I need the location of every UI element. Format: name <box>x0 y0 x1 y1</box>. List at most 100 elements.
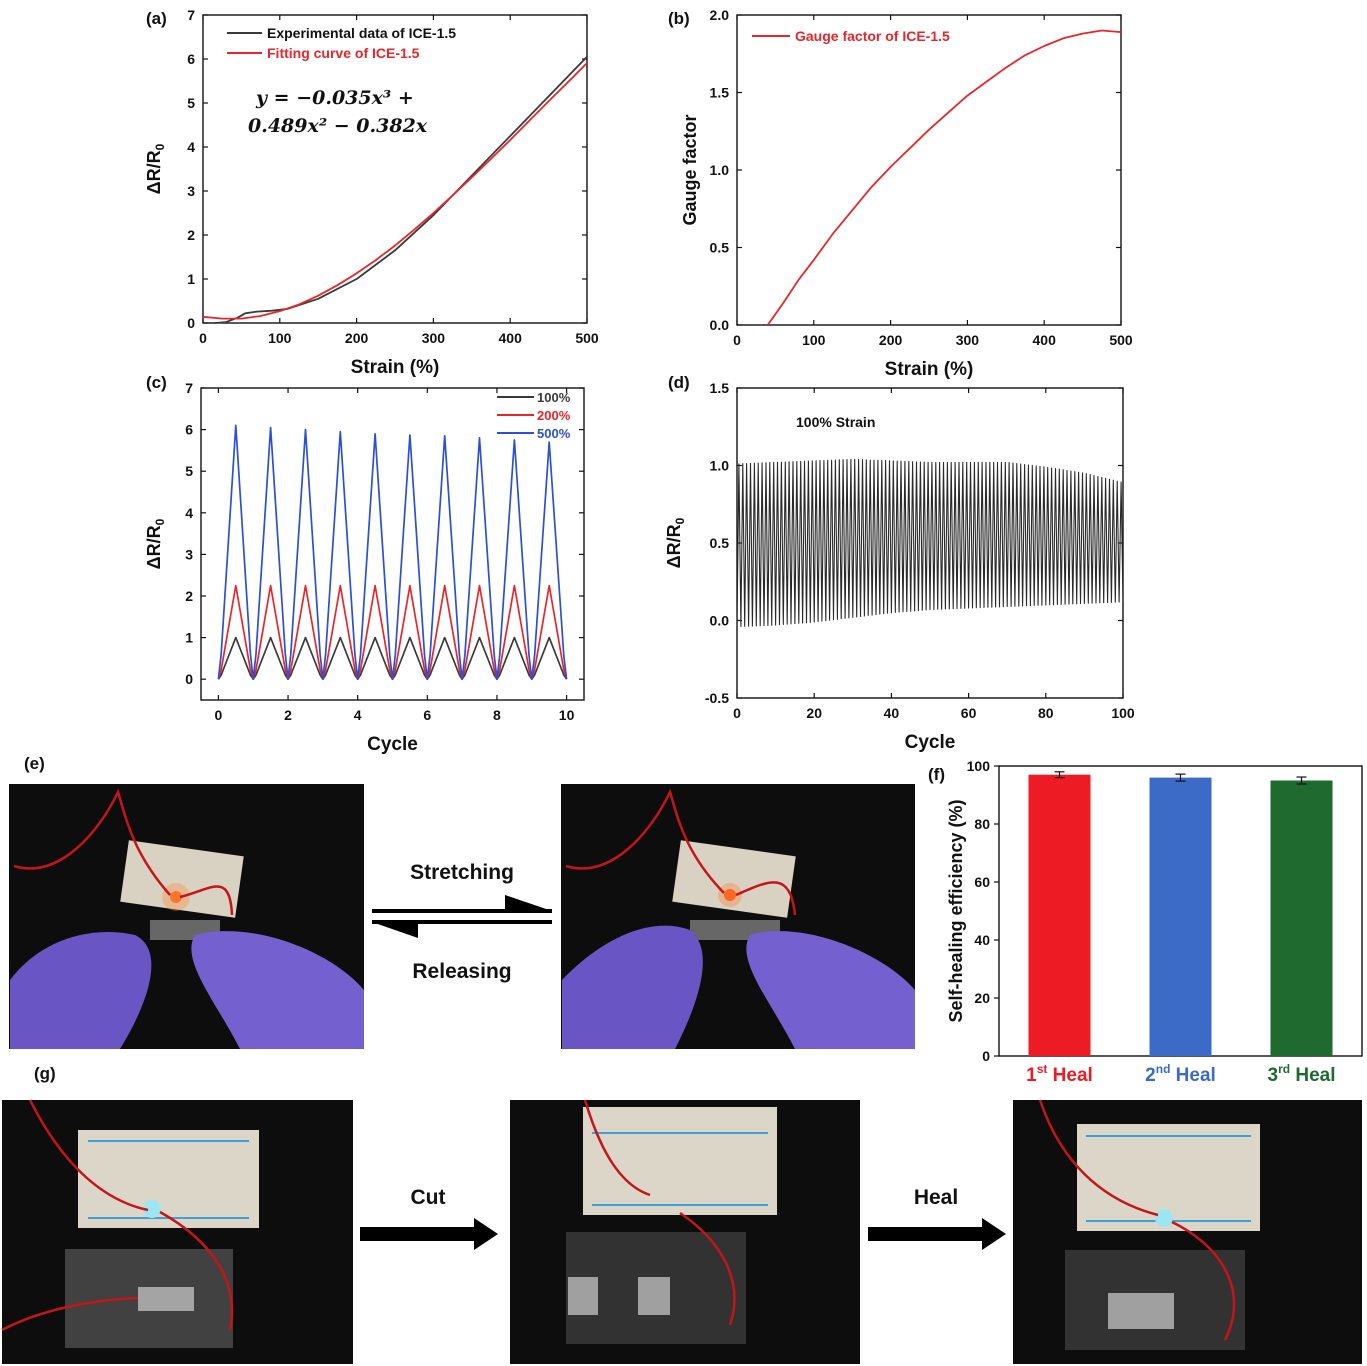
x-tick-label: 300 <box>422 330 446 346</box>
y-tick-label: 0 <box>982 1048 990 1064</box>
x-tick-label: 60 <box>961 705 977 721</box>
x-axis-label: Cycle <box>367 734 418 755</box>
x-tick-label: 4 <box>354 707 362 723</box>
y-tick-label: 1.0 <box>710 162 730 178</box>
y-axis-label: ΔR/R0 <box>144 143 167 194</box>
y-tick-label: 0.5 <box>710 535 730 551</box>
y-axis-label: Gauge factor <box>680 114 700 225</box>
arrow-right-icon <box>360 1218 498 1250</box>
panel-label-e: (e) <box>24 754 45 773</box>
y-axis-label: Self-healing efficiency (%) <box>946 799 966 1022</box>
x-tick-label: 400 <box>1033 332 1057 348</box>
x-tick-label: 500 <box>1109 332 1133 348</box>
y-tick-label: 6 <box>187 51 195 67</box>
y-tick-label: 1.5 <box>710 85 730 101</box>
y-tick-label: 3 <box>187 183 195 199</box>
x-tick-label: 400 <box>499 330 523 346</box>
equilibrium-arrows-icon <box>372 895 552 938</box>
y-tick-label: 1.0 <box>710 458 730 474</box>
category-label: 2nd Heal <box>1145 1062 1216 1086</box>
photo-initial-circuit <box>1 1099 353 1364</box>
plot-frame <box>736 14 1122 326</box>
y-tick-label: 5 <box>185 463 193 479</box>
label-cut: Cut <box>411 1186 446 1209</box>
series-line-fit <box>202 62 588 320</box>
legend-label: Gauge factor of ICE-1.5 <box>795 28 950 44</box>
x-tick-label: 0 <box>733 332 741 348</box>
x-tick-label: 200 <box>879 332 903 348</box>
chart-a: 0 100 200 300 400 500 0 1 2 3 4 5 6 7 Strain (%) ΔR/R0 E… <box>144 7 599 378</box>
x-tick-label: 80 <box>1038 705 1054 721</box>
y-tick-label: 4 <box>187 139 195 155</box>
x-axis-label: Cycle <box>905 732 956 753</box>
category-label: 3rd Heal <box>1268 1062 1336 1086</box>
panel-label-c: (c) <box>146 373 167 392</box>
category-label: 1st Heal <box>1026 1062 1093 1086</box>
plot-frame <box>736 387 1124 699</box>
y-tick-label: 6 <box>185 422 193 438</box>
legend-label: 200% <box>537 408 571 423</box>
y-tick-label: 20 <box>974 990 990 1006</box>
series-line-100pct-strain <box>736 458 1124 628</box>
x-tick-label: 10 <box>559 707 575 723</box>
y-tick-label: 1 <box>187 271 195 287</box>
series-line-gauge-factor <box>766 29 1122 326</box>
bar <box>1028 774 1091 1056</box>
x-tick-label: 500 <box>575 330 599 346</box>
panel-label-b: (b) <box>668 9 690 28</box>
photo-cut-circuit <box>510 1099 860 1364</box>
x-tick-label: 6 <box>423 707 431 723</box>
x-tick-label: 40 <box>884 705 900 721</box>
y-tick-label: 0 <box>187 315 195 331</box>
arrow-right-icon <box>868 1218 1006 1250</box>
series-line-experimental <box>214 56 588 324</box>
y-tick-label: 1.5 <box>710 380 730 396</box>
x-axis-label: Strain (%) <box>885 359 974 380</box>
legend-label: Experimental data of ICE-1.5 <box>267 25 456 41</box>
y-tick-label: 7 <box>187 7 195 23</box>
y-tick-label: 2 <box>187 227 195 243</box>
x-axis-label: Strain (%) <box>351 357 440 378</box>
x-tick-label: 20 <box>806 705 822 721</box>
legend-label: Fitting curve of ICE-1.5 <box>267 45 420 61</box>
y-tick-label: 2.0 <box>710 7 730 23</box>
y-tick-label: 4 <box>185 505 193 521</box>
chart-d: 0 20 40 60 80 100 -0.5 0.0 0.5 1.0 1.5 Cycle ΔR/R0 <box>664 380 1135 753</box>
photo-led-relaxed <box>9 784 364 1049</box>
y-tick-label: 0.0 <box>710 613 730 629</box>
y-tick-label: 100 <box>967 758 991 774</box>
y-tick-label: 40 <box>974 932 990 948</box>
y-tick-label: 0.5 <box>710 240 730 256</box>
y-tick-label: -0.5 <box>705 690 729 706</box>
bar <box>1149 777 1212 1056</box>
x-tick-label: 100 <box>1111 705 1135 721</box>
plot-frame <box>200 387 585 701</box>
y-tick-label: 7 <box>185 380 193 396</box>
bar <box>1270 780 1333 1056</box>
series-line-500pct <box>217 424 568 681</box>
x-tick-label: 200 <box>345 330 369 346</box>
x-tick-label: 8 <box>493 707 501 723</box>
panel-label-d: (d) <box>668 373 690 392</box>
equation-line-1: y = −0.035x³ + <box>255 87 414 109</box>
x-tick-label: 100 <box>268 330 292 346</box>
panel-label-g: (g) <box>34 1064 56 1083</box>
x-tick-label: 0 <box>215 707 223 723</box>
y-axis-label: ΔR/R0 <box>664 517 687 568</box>
chart-f: 0 20 40 60 80 100 Self-healing efficiency (%) 1… <box>946 758 1363 1086</box>
label-heal: Heal <box>914 1186 958 1209</box>
y-tick-label: 2 <box>185 588 193 604</box>
label-releasing: Releasing <box>412 960 511 983</box>
x-tick-label: 0 <box>733 705 741 721</box>
legend-label: 500% <box>537 426 571 441</box>
chart-b: 0 100 200 300 400 500 0.0 0.5 1.0 1.5 2.0 Strain (%… <box>680 7 1133 380</box>
label-stretching: Stretching <box>410 861 514 884</box>
plot-frame <box>202 14 588 324</box>
y-tick-label: 3 <box>185 546 193 562</box>
photo-healed-circuit <box>1013 1099 1362 1364</box>
annotation-100-strain: 100% Strain <box>796 414 875 430</box>
x-tick-label: 0 <box>199 330 207 346</box>
y-tick-label: 1 <box>185 630 193 646</box>
equation-line-2: 0.489x² − 0.382x <box>248 115 428 137</box>
